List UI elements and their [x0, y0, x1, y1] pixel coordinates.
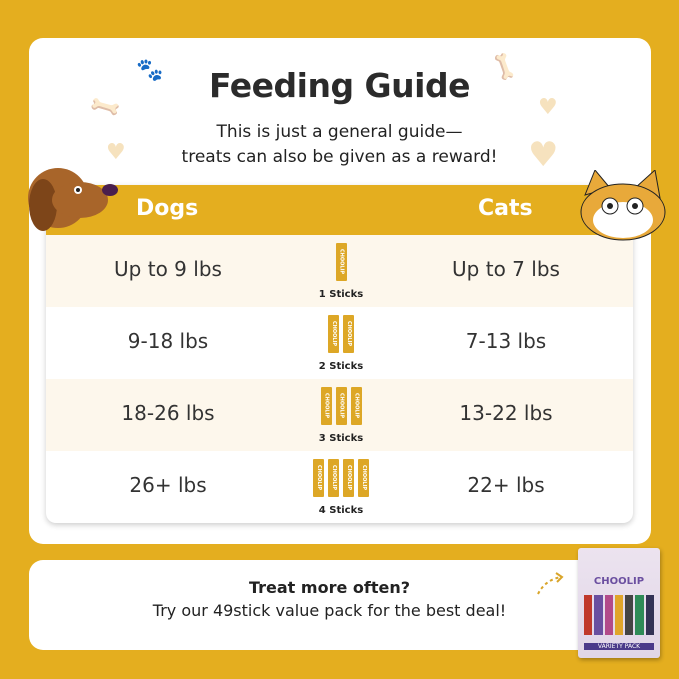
- stick-icon: CHOOLIP: [320, 387, 332, 425]
- table-row: Up to 9 lbs CHOOLIP 1 Sticks Up to 7 lbs: [46, 235, 633, 307]
- stick-icon: CHOOLIP: [343, 315, 354, 353]
- sticks-label: 1 Sticks: [318, 289, 364, 300]
- heart-icon: ♥: [538, 95, 558, 120]
- table-header: Dogs Cats: [46, 185, 633, 235]
- heart-icon: ♥: [528, 135, 559, 175]
- cat-weight: 7-13 lbs: [465, 329, 547, 353]
- stick-icon: CHOOLIP: [335, 387, 347, 425]
- promo-text: Try our 49stick value pack for the best …: [152, 601, 507, 620]
- stick-count: CHOOLIP CHOOLIP CHOOLIP 3 Sticks: [286, 387, 396, 444]
- product-box-image: CHOOLIP VARIETY PACK: [578, 548, 660, 658]
- stick-count: CHOOLIP 1 Sticks: [286, 243, 396, 300]
- dog-weight: Up to 9 lbs: [114, 257, 222, 281]
- cat-illustration: [580, 170, 666, 241]
- paw-icon: 🐾: [136, 58, 164, 83]
- subtitle: This is just a general guide— treats can…: [0, 120, 679, 170]
- cat-weight: 13-22 lbs: [459, 401, 553, 425]
- dog-illustration: [28, 168, 118, 231]
- product-brand: CHOOLIP: [593, 576, 645, 587]
- table-row: 26+ lbs CHOOLIP CHOOLIP CHOOLIP CHOOLIP 4 St…: [46, 451, 633, 523]
- feeding-table: Dogs Cats Up to 9 lbs CHOOLIP 1 Sticks Up…: [46, 185, 633, 523]
- header-dogs: Dogs: [136, 196, 199, 221]
- page-title: Feeding Guide: [209, 66, 470, 105]
- cat-weight: 22+ lbs: [467, 473, 545, 497]
- header-cats: Cats: [478, 196, 533, 221]
- sticks-label: 2 Sticks: [318, 361, 364, 372]
- stick-icon: CHOOLIP: [328, 315, 339, 353]
- promo-headline: Treat more often?: [248, 578, 410, 597]
- heart-icon: ♥: [106, 140, 126, 165]
- table-row: 18-26 lbs CHOOLIP CHOOLIP CHOOLIP 3 Sticks …: [46, 379, 633, 451]
- stick-icon: CHOOLIP: [343, 459, 354, 497]
- promo-banner: [29, 560, 651, 650]
- dog-weight: 9-18 lbs: [127, 329, 209, 353]
- sticks-label: 3 Sticks: [318, 433, 364, 444]
- stick-count: CHOOLIP CHOOLIP 2 Sticks: [286, 315, 396, 372]
- stick-icon: CHOOLIP: [350, 387, 362, 425]
- stick-icon: CHOOLIP: [358, 459, 369, 497]
- subtitle-line: This is just a general guide—: [216, 122, 463, 142]
- stick-icon: CHOOLIP: [328, 459, 339, 497]
- table-row: 9-18 lbs CHOOLIP CHOOLIP 2 Sticks 7-13 lbs: [46, 307, 633, 379]
- subtitle-line: treats can also be given as a reward!: [181, 147, 498, 167]
- product-label: VARIETY PACK: [584, 643, 654, 650]
- stick-icon: CHOOLIP: [335, 243, 347, 281]
- sticks-label: 4 Sticks: [318, 505, 364, 516]
- dog-weight: 18-26 lbs: [121, 401, 215, 425]
- dashed-arrow-icon: [537, 572, 564, 595]
- stick-icon: CHOOLIP: [313, 459, 324, 497]
- stick-count: CHOOLIP CHOOLIP CHOOLIP CHOOLIP 4 Sticks: [286, 459, 396, 516]
- dog-weight: 26+ lbs: [129, 473, 207, 497]
- cat-weight: Up to 7 lbs: [452, 257, 560, 281]
